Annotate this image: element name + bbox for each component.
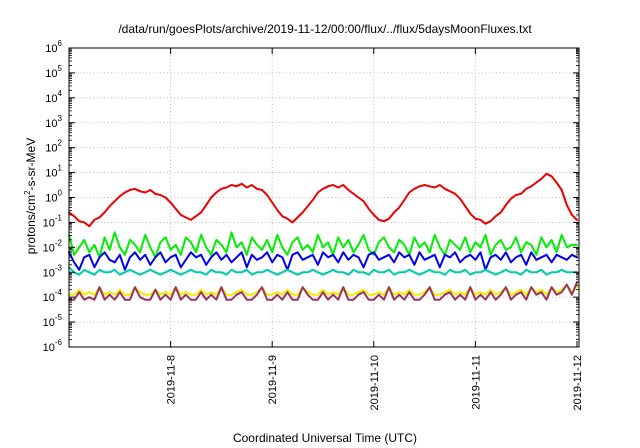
series-line-3 <box>68 251 578 271</box>
y-axis-ticks: 10-6 10-5 10-4 10-3 10-2 10-1 100 101 102 103 104 1… <box>43 39 579 354</box>
y-tick-label: 105 <box>45 64 62 80</box>
x-tick-label: 2019-11-8 <box>166 355 178 404</box>
y-tick-label: 10-5 <box>43 313 63 329</box>
x-axis-ticks: 2019-11-8 2019-11-9 2019-11-10 2019-11-11 20… <box>166 48 584 410</box>
y-axis-label: protons/cm2-s-sr-MeV <box>23 138 38 254</box>
series-group <box>68 172 578 301</box>
x-tick-label: 2019-11-11 <box>470 355 482 410</box>
y-tick-label: 106 <box>45 39 62 55</box>
y-tick-label: 103 <box>45 114 62 130</box>
grid-lines <box>69 48 579 347</box>
x-tick-label: 2019-11-10 <box>369 355 381 410</box>
y-tick-label: 104 <box>45 89 62 105</box>
y-tick-label: 10-4 <box>43 288 63 304</box>
y-tick-label: 101 <box>45 164 62 180</box>
x-tick-label: 2019-11-12 <box>572 355 584 410</box>
y-tick-label: 102 <box>45 139 62 155</box>
y-tick-label: 10-2 <box>43 238 63 254</box>
chart-title: /data/run/goesPlots/archive/2019-11-12/0… <box>118 22 532 36</box>
series-line-1 <box>68 172 578 228</box>
series-line-2 <box>68 231 578 259</box>
y-tick-label: 10-1 <box>43 213 63 229</box>
x-tick-label: 2019-11-9 <box>267 355 279 404</box>
y-tick-label: 10-3 <box>43 263 63 279</box>
x-axis-label: Coordinated Universal Time (UTC) <box>233 431 417 445</box>
series-line-6 <box>68 281 578 301</box>
series-line-4 <box>68 266 578 276</box>
plot-frame <box>68 47 580 348</box>
y-tick-label: 100 <box>45 189 62 205</box>
y-tick-label: 10-6 <box>43 338 63 354</box>
